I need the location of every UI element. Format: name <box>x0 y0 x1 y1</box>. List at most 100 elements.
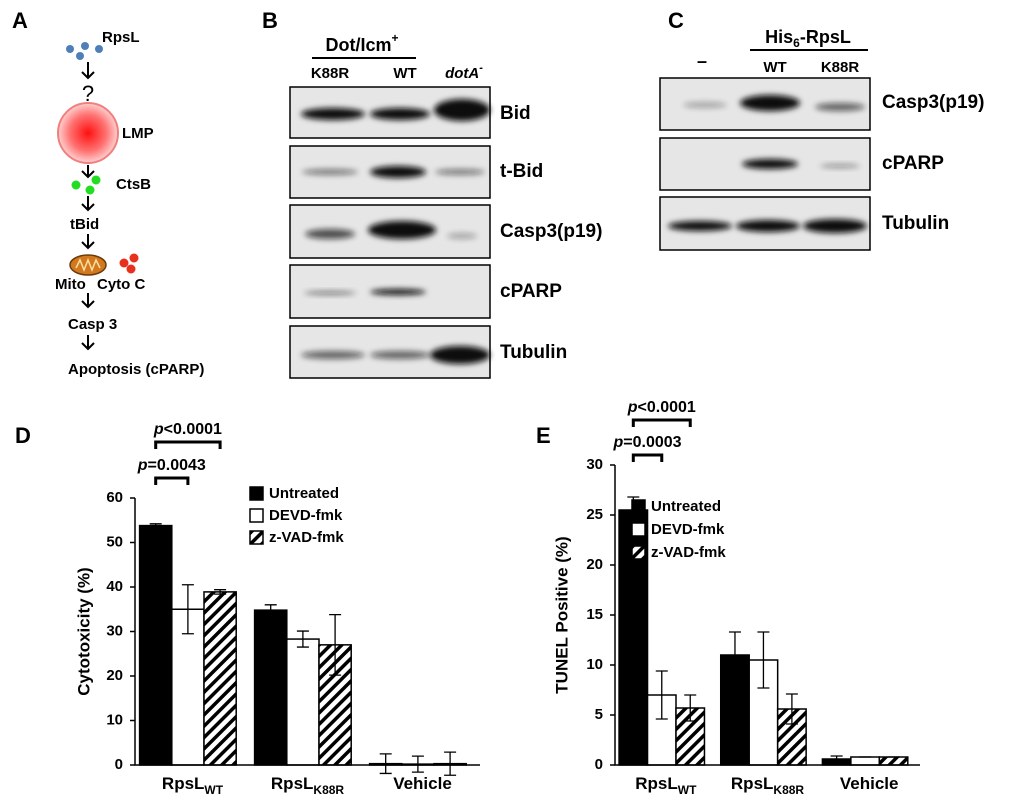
axis <box>614 465 920 766</box>
blot-band <box>370 166 426 178</box>
legend-label: Untreated <box>651 498 721 515</box>
row-label: Tubulin <box>882 213 949 234</box>
blot-band <box>447 233 477 239</box>
significance-bracket <box>631 453 664 462</box>
error-bar <box>655 670 668 720</box>
error-bar <box>264 604 277 617</box>
error-bar <box>329 613 342 676</box>
y-tick-label: 20 <box>106 667 123 684</box>
blot-band <box>434 99 490 121</box>
error-bar <box>411 755 424 773</box>
p-value: p=0.0043 <box>137 457 206 474</box>
p-text: <0.0001 <box>164 421 222 438</box>
x-tick-label: RpsLWT <box>635 774 697 797</box>
row-label: Casp3(p19) <box>882 92 984 113</box>
lysosome <box>57 102 119 164</box>
blot-band <box>803 219 867 233</box>
lane-label: K88R <box>311 65 350 82</box>
category-text: RpsL <box>635 774 678 793</box>
row-label: t-Bid <box>500 161 543 182</box>
p-text: =0.0003 <box>623 434 681 451</box>
p-value: p<0.0001 <box>627 399 696 416</box>
error-bar <box>379 753 392 775</box>
blot-header: Dot/Icm+ <box>325 31 398 55</box>
lane-label: WT <box>393 65 416 82</box>
category-text: RpsL <box>271 774 314 793</box>
legend-swatch <box>631 545 646 560</box>
y-tick-label: 30 <box>106 622 123 639</box>
legend-label: DEVD-fmk <box>269 507 343 524</box>
panel-b: B Dot/Icm+ K88R WT dotA- Bid t-Bid Casp3… <box>262 8 602 379</box>
p-symbol: p <box>627 399 638 416</box>
panel-label: D <box>15 423 31 448</box>
step: Cyto C <box>97 276 146 293</box>
p-text: =0.0043 <box>148 457 206 474</box>
error-bar <box>684 694 697 722</box>
legend-swatch <box>631 499 646 514</box>
ctsb-dots <box>71 175 101 195</box>
x-tick-label: RpsLWT <box>162 774 224 797</box>
blot-band <box>736 220 800 232</box>
y-tick-label: 0 <box>115 756 123 773</box>
x-tick-label: Vehicle <box>393 774 452 793</box>
step: RpsL <box>102 29 140 46</box>
lane-label: WT <box>763 59 786 76</box>
panel-a: A RpsL ? LMP CtsB tBid Mito Cyto C Casp … <box>12 8 204 378</box>
lane-label: – <box>697 51 707 71</box>
bar <box>203 591 237 766</box>
legend-label: z-VAD-fmk <box>651 544 726 561</box>
y-axis-label: Cytotoxicity (%) <box>74 567 93 695</box>
p-symbol: p <box>153 421 164 438</box>
y-tick-label: 30 <box>586 456 603 473</box>
category-subscript: K88R <box>773 783 804 797</box>
y-tick-label: 10 <box>586 656 603 673</box>
blot-band <box>740 95 800 111</box>
error-bar <box>181 584 194 635</box>
error-bar <box>149 523 162 529</box>
category-text: RpsL <box>731 774 774 793</box>
blot-band <box>370 108 430 120</box>
bar <box>253 609 288 766</box>
category-text: Vehicle <box>393 774 452 793</box>
y-tick-label: 20 <box>586 556 603 573</box>
row-label: cPARP <box>500 281 562 302</box>
significance-bracket <box>154 440 222 449</box>
y-tick-label: 0 <box>595 756 603 773</box>
y-tick-label: 50 <box>106 533 123 550</box>
blot-band <box>668 221 732 231</box>
bar <box>878 756 909 766</box>
legend-label: z-VAD-fmk <box>269 529 344 546</box>
blot-band <box>742 159 798 169</box>
step: tBid <box>70 216 99 233</box>
cyto-c-dots <box>119 253 139 274</box>
y-tick-label: 25 <box>586 506 603 523</box>
p-value: p<0.0001 <box>153 421 222 438</box>
p-text: <0.0001 <box>638 399 696 416</box>
error-bar <box>830 755 843 763</box>
y-tick-label: 40 <box>106 578 123 595</box>
y-tick-label: 15 <box>586 606 603 623</box>
blot-band <box>302 169 358 175</box>
legend-label: Untreated <box>269 485 339 502</box>
cristae <box>75 257 101 273</box>
category-text: RpsL <box>162 774 205 793</box>
p-symbol: p <box>613 434 624 451</box>
y-tick-label: 5 <box>595 706 603 723</box>
bar <box>138 524 173 766</box>
row-label: Bid <box>500 103 531 124</box>
significance-bracket <box>631 418 692 427</box>
legend-swatch <box>249 530 264 545</box>
arrow <box>81 293 95 309</box>
blot-header: His6-RpsL <box>765 27 851 50</box>
blot-band <box>370 289 426 295</box>
blot-band <box>683 102 727 108</box>
y-tick-label: 10 <box>106 711 123 728</box>
arrow <box>81 62 95 80</box>
blot-band <box>368 221 436 239</box>
step: LMP <box>122 125 154 142</box>
axis <box>134 498 480 766</box>
rpsl-dots <box>66 42 103 60</box>
legend-swatch <box>249 508 264 523</box>
category-text: Vehicle <box>840 774 899 793</box>
row-label: Tubulin <box>500 342 567 363</box>
